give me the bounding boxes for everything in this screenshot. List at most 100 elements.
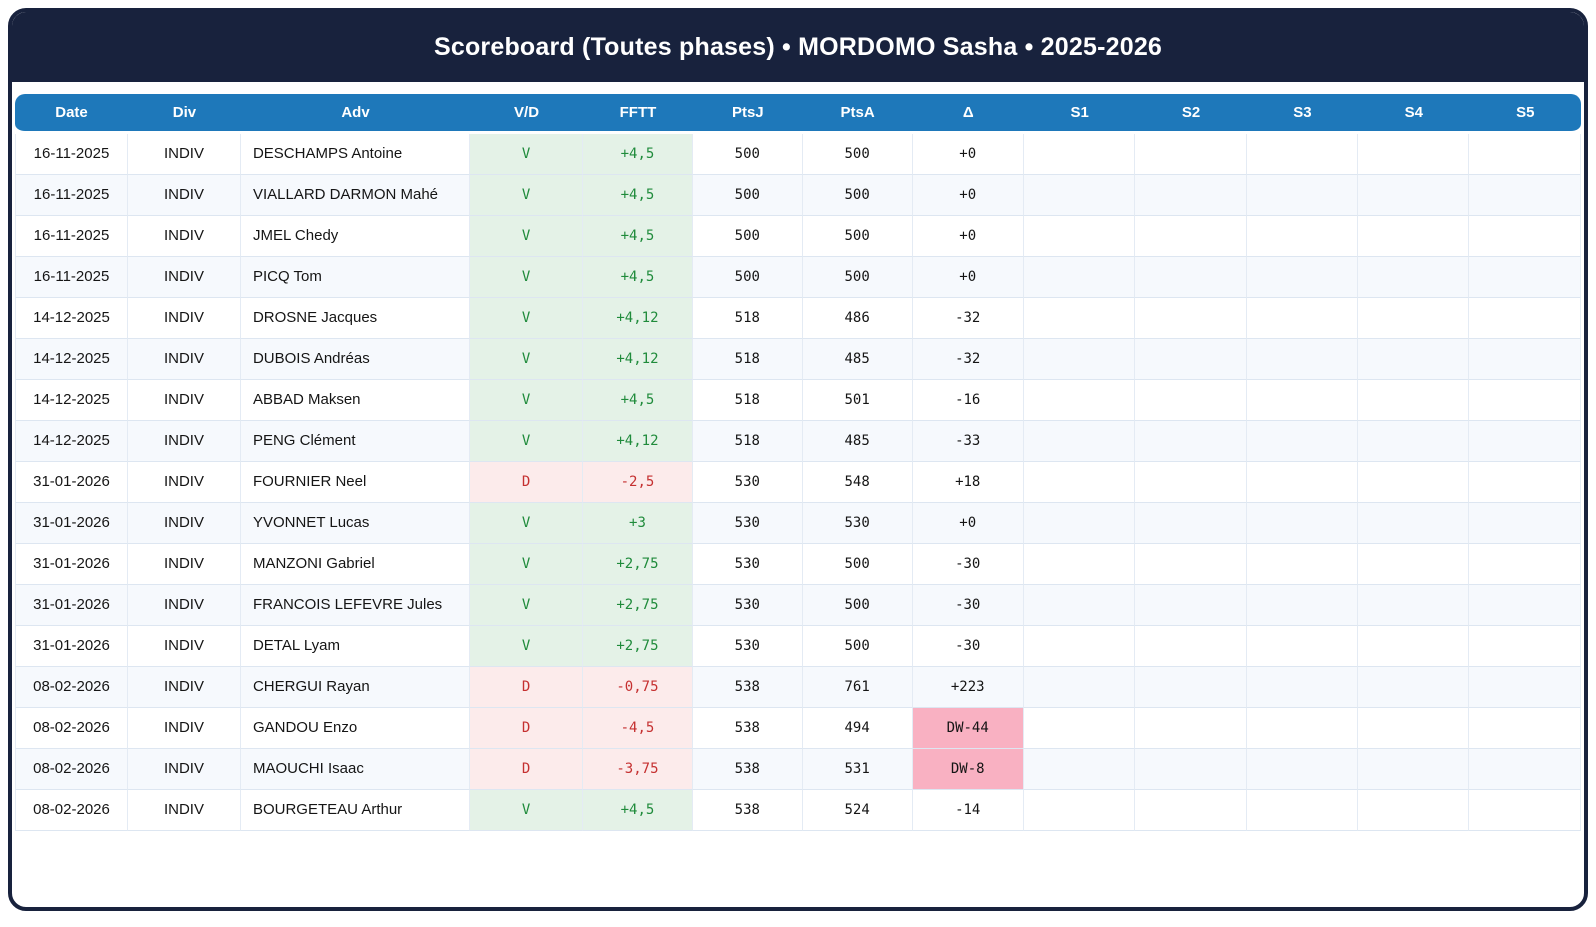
table-header: Date Div Adv V/D FFTT PtsJ PtsA Δ S1 S2 … [15,94,1581,134]
cell-adversary: GANDOU Enzo [240,708,471,749]
cell-s5 [1469,503,1581,544]
cell-delta: +0 [912,175,1024,216]
cell-div: INDIV [127,380,241,421]
table-row: 31-01-2026 INDIV DETAL Lyam V +2,75 530 500 -30 [15,626,1581,667]
table-row: 14-12-2025 INDIV DUBOIS Andréas V +4,12 518 48… [15,339,1581,380]
cell-ptsa: 761 [802,667,913,708]
cell-date: 14-12-2025 [15,339,128,380]
cell-adversary: PICQ Tom [240,257,471,298]
cell-s2 [1135,626,1247,667]
cell-s2 [1135,667,1247,708]
cell-s4 [1358,339,1470,380]
cell-fftt-points: +2,75 [583,544,693,585]
cell-delta: +0 [912,257,1024,298]
cell-result: V [470,134,584,175]
cell-ptsj: 500 [692,257,803,298]
cell-s3 [1246,339,1359,380]
cell-adversary: FOURNIER Neel [240,462,471,503]
cell-s1 [1023,421,1136,462]
cell-ptsj: 530 [692,626,803,667]
cell-div: INDIV [127,339,241,380]
cell-fftt-points: -2,5 [583,462,693,503]
cell-adversary: YVONNET Lucas [240,503,471,544]
cell-s3 [1246,298,1359,339]
cell-s4 [1358,708,1470,749]
table-row: 08-02-2026 INDIV CHERGUI Rayan D -0,75 538 761… [15,667,1581,708]
cell-delta: +0 [912,503,1024,544]
cell-s1 [1023,708,1136,749]
cell-date: 08-02-2026 [15,667,128,708]
cell-ptsj: 518 [692,339,803,380]
cell-result: V [470,790,584,831]
cell-fftt-points: -4,5 [583,708,693,749]
cell-date: 14-12-2025 [15,298,128,339]
cell-ptsj: 530 [692,585,803,626]
cell-delta: DW-8 [912,749,1024,790]
cell-s2 [1135,175,1247,216]
cell-delta: -33 [912,421,1024,462]
cell-s3 [1246,503,1359,544]
cell-ptsj: 530 [692,544,803,585]
cell-ptsa: 500 [802,134,913,175]
table-row: 08-02-2026 INDIV BOURGETEAU Arthur V +4,5 538… [15,790,1581,831]
cell-adversary: ABBAD Maksen [240,380,471,421]
cell-div: INDIV [127,298,241,339]
cell-s3 [1246,585,1359,626]
cell-delta: DW-44 [912,708,1024,749]
table-row: 31-01-2026 INDIV MANZONI Gabriel V +2,75 530 5… [15,544,1581,585]
table-row: 31-01-2026 INDIV FOURNIER Neel D -2,5 530 548 +… [15,462,1581,503]
table-row: 14-12-2025 INDIV DROSNE Jacques V +4,12 518 48… [15,298,1581,339]
column-header-adv: Adv [240,94,471,134]
cell-date: 31-01-2026 [15,462,128,503]
cell-s3 [1246,626,1359,667]
cell-s3 [1246,175,1359,216]
cell-fftt-points: +4,12 [583,421,693,462]
cell-result: D [470,667,584,708]
cell-s4 [1358,421,1470,462]
cell-ptsj: 518 [692,380,803,421]
cell-ptsa: 500 [802,626,913,667]
cell-s4 [1358,790,1470,831]
cell-s1 [1023,462,1136,503]
cell-s2 [1135,749,1247,790]
cell-ptsj: 518 [692,298,803,339]
cell-s1 [1023,216,1136,257]
cell-s3 [1246,134,1359,175]
table-row: 16-11-2025 INDIV DESCHAMPS Antoine V +4,5 500… [15,134,1581,175]
cell-s4 [1358,216,1470,257]
cell-ptsa: 500 [802,257,913,298]
cell-s3 [1246,749,1359,790]
cell-s3 [1246,708,1359,749]
cell-s1 [1023,298,1136,339]
cell-fftt-points: +4,12 [583,339,693,380]
cell-result: V [470,380,584,421]
cell-s2 [1135,585,1247,626]
cell-adversary: CHERGUI Rayan [240,667,471,708]
cell-fftt-points: +4,12 [583,298,693,339]
cell-delta: -16 [912,380,1024,421]
cell-fftt-points: +4,5 [583,257,693,298]
cell-ptsj: 500 [692,216,803,257]
cell-date: 16-11-2025 [15,216,128,257]
cell-result: V [470,503,584,544]
cell-s4 [1358,667,1470,708]
cell-s4 [1358,585,1470,626]
cell-s3 [1246,216,1359,257]
cell-div: INDIV [127,626,241,667]
cell-s4 [1358,380,1470,421]
scoreboard-window: Scoreboard (Toutes phases) • MORDOMO Sas… [8,8,1588,911]
cell-result: V [470,585,584,626]
cell-s2 [1135,790,1247,831]
cell-ptsa: 494 [802,708,913,749]
cell-s3 [1246,380,1359,421]
cell-result: V [470,175,584,216]
cell-date: 16-11-2025 [15,175,128,216]
cell-s4 [1358,134,1470,175]
column-header-s4: S4 [1358,94,1470,134]
cell-ptsa: 485 [802,339,913,380]
page-title: Scoreboard (Toutes phases) • MORDOMO Sas… [433,32,1163,61]
cell-s1 [1023,749,1136,790]
cell-s4 [1358,175,1470,216]
column-header-date: Date [15,94,128,134]
cell-s4 [1358,462,1470,503]
